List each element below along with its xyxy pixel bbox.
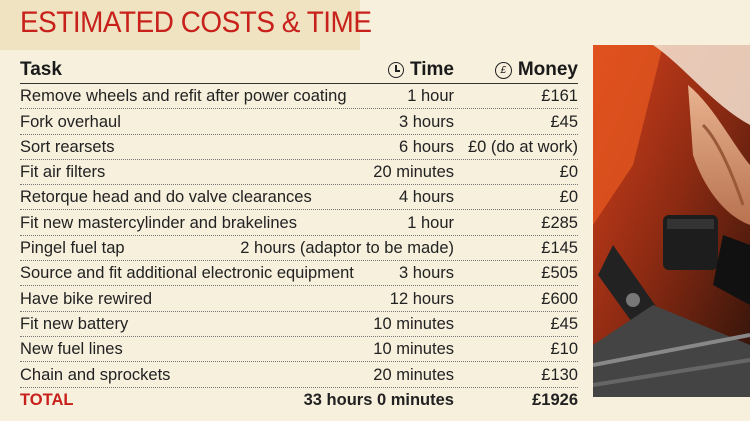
row-time: 6 hours bbox=[398, 137, 454, 156]
total-money: £1926 bbox=[532, 390, 578, 409]
table-row: Chain and sprockets 20 minutes £130 bbox=[20, 362, 578, 388]
row-time: 4 hours bbox=[398, 188, 454, 207]
header-time-label: Time bbox=[409, 59, 454, 80]
row-time: 10 minutes bbox=[373, 340, 454, 359]
row-task: Pingel fuel tap bbox=[20, 239, 125, 258]
row-money: £45 bbox=[550, 112, 578, 131]
table-row: Source and fit additional electronic equ… bbox=[20, 261, 578, 287]
row-task: Fit new battery bbox=[20, 314, 129, 333]
row-time: 1 hour bbox=[407, 87, 454, 106]
pound-icon: £ bbox=[494, 61, 512, 79]
row-time: 12 hours bbox=[389, 289, 454, 308]
row-task: Source and fit additional electronic equ… bbox=[20, 264, 354, 283]
total-time: 33 hours 0 minutes bbox=[303, 390, 454, 409]
table-row: New fuel lines 10 minutes £10 bbox=[20, 337, 578, 363]
row-task: Chain and sprockets bbox=[20, 365, 171, 384]
table-row: Remove wheels and refit after power coat… bbox=[20, 84, 578, 110]
row-money: £0 (do at work) bbox=[467, 137, 578, 156]
row-time: 3 hours bbox=[398, 264, 454, 283]
row-time: 2 hours (adaptor to be made) bbox=[240, 239, 454, 258]
table-row: Fit air filters 20 minutes £0 bbox=[20, 160, 578, 186]
row-money: £45 bbox=[550, 314, 578, 333]
table-row: Pingel fuel tap 2 hours (adaptor to be ma… bbox=[20, 236, 578, 262]
header-time: Time bbox=[387, 59, 454, 81]
row-time: 1 hour bbox=[407, 213, 454, 232]
row-task: Retorque head and do valve clearances bbox=[20, 188, 312, 207]
motorcycle-image bbox=[593, 45, 750, 397]
table-row: Fork overhaul 3 hours £45 bbox=[20, 109, 578, 135]
row-money: £10 bbox=[550, 340, 578, 359]
row-money: £505 bbox=[541, 264, 578, 283]
table-row: Fit new battery 10 minutes £45 bbox=[20, 312, 578, 337]
row-money: £0 bbox=[559, 188, 578, 207]
row-money: £145 bbox=[541, 239, 578, 258]
row-task: Remove wheels and refit after power coat… bbox=[20, 87, 347, 106]
row-money: £161 bbox=[541, 87, 578, 106]
header-task: Task bbox=[20, 59, 62, 80]
row-money: £0 bbox=[559, 163, 578, 182]
table-row: Fit new mastercylinder and brakelines 1 h… bbox=[20, 210, 578, 236]
page-title: ESTIMATED COSTS & TIME bbox=[20, 6, 372, 39]
row-money: £285 bbox=[541, 213, 578, 232]
row-task: Have bike rewired bbox=[20, 289, 153, 308]
row-time: 10 minutes bbox=[373, 314, 454, 333]
row-money: £600 bbox=[541, 289, 578, 308]
header-money-label: Money bbox=[517, 59, 578, 80]
table-row: Have bike rewired 12 hours £600 bbox=[20, 286, 578, 312]
row-task: Sort rearsets bbox=[20, 137, 115, 156]
total-row: TOTAL 33 hours 0 minutes £1926 bbox=[20, 388, 578, 412]
clock-icon bbox=[387, 62, 404, 78]
header-money: £ Money bbox=[494, 59, 578, 81]
costs-table: Task Time £ Money Remove wheels and refi… bbox=[20, 57, 578, 412]
table-row: Sort rearsets 6 hours £0 (do at work) bbox=[20, 135, 578, 160]
row-task: Fork overhaul bbox=[20, 112, 121, 131]
row-task: New fuel lines bbox=[20, 340, 123, 359]
row-task: Fit new mastercylinder and brakelines bbox=[20, 213, 297, 232]
row-money: £130 bbox=[541, 365, 578, 384]
table-header: Task Time £ Money bbox=[20, 57, 578, 84]
row-time: 20 minutes bbox=[373, 365, 454, 384]
title-banner: ESTIMATED COSTS & TIME bbox=[0, 0, 372, 50]
motorcycle-photo bbox=[593, 45, 750, 397]
table-row: Retorque head and do valve clearances 4 h… bbox=[20, 185, 578, 211]
row-time: 3 hours bbox=[398, 112, 454, 131]
total-label: TOTAL bbox=[20, 390, 74, 409]
row-task: Fit air filters bbox=[20, 163, 106, 182]
row-time: 20 minutes bbox=[373, 163, 454, 182]
